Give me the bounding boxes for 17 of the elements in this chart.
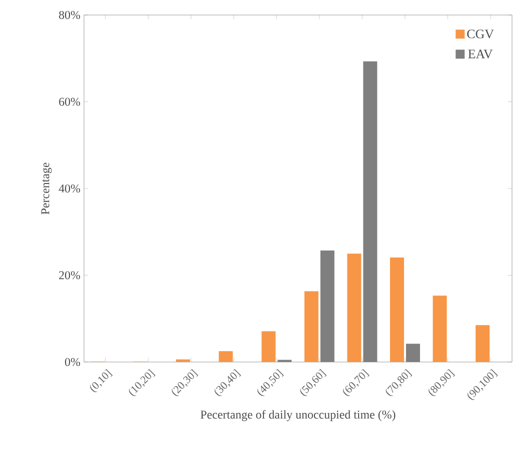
bar	[218, 351, 233, 362]
y-tick-label: 20%	[59, 271, 80, 280]
y-axis-title: Percentage	[41, 162, 52, 214]
y-tick-label: 80%	[59, 10, 80, 20]
y-tick-label: 40%	[58, 184, 80, 193]
bar	[432, 296, 447, 362]
x-axis-title: Pecertange of daily unoccupied time (%)	[200, 410, 396, 422]
bar	[347, 254, 362, 362]
legend-label: CGV	[467, 30, 494, 38]
bar	[304, 291, 318, 362]
bar	[176, 359, 190, 362]
y-tick-label: 0%	[65, 358, 80, 366]
bar	[262, 331, 276, 362]
legend-label: EAV	[468, 50, 493, 58]
bar	[476, 325, 490, 362]
y-tick-label: 60%	[59, 98, 80, 106]
bar	[390, 257, 404, 362]
